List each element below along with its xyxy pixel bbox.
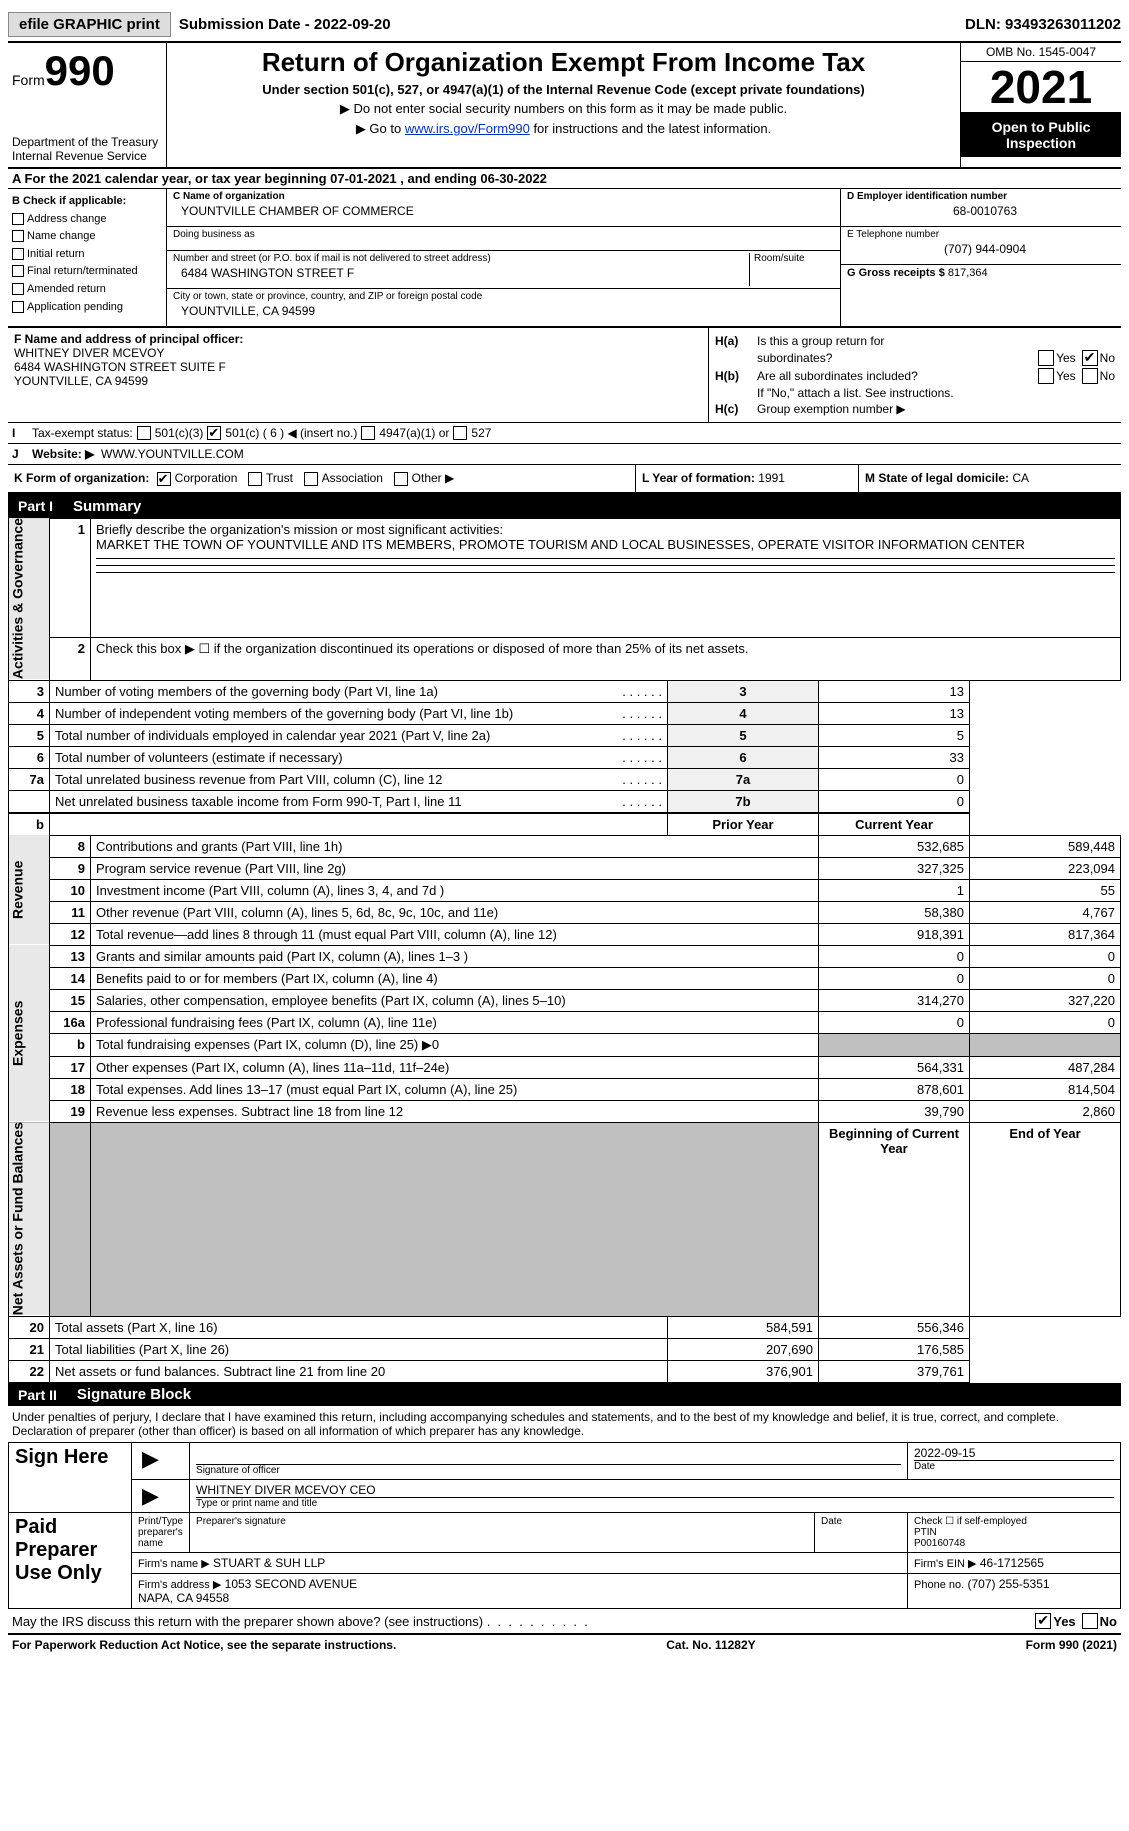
501c3-checkbox[interactable]: [137, 426, 151, 440]
form-title: Return of Organization Exempt From Incom…: [171, 47, 956, 78]
row-j: J Website: ▶ WWW.YOUNTVILLE.COM: [8, 444, 1121, 465]
part-1-header: Part I Summary: [8, 495, 1121, 518]
501c-checkbox[interactable]: [207, 426, 221, 440]
top-bar: efile GRAPHIC print Submission Date - 20…: [8, 8, 1121, 43]
website: WWW.YOUNTVILLE.COM: [101, 447, 244, 461]
checkbox-option[interactable]: Initial return: [12, 246, 162, 264]
form-number: Form990: [12, 47, 162, 95]
side-label-net: Net Assets or Fund Balances: [9, 1122, 50, 1316]
officer-name: WHITNEY DIVER MCEVOY: [14, 346, 702, 360]
checkbox-option[interactable]: Application pending: [12, 299, 162, 317]
tax-year: 2021: [961, 62, 1121, 113]
mission-text: MARKET THE TOWN OF YOUNTVILLE AND ITS ME…: [96, 537, 1025, 552]
gross-receipts: 817,364: [948, 267, 988, 279]
efile-print-button[interactable]: efile GRAPHIC print: [8, 12, 171, 37]
form-subtitle: Under section 501(c), 527, or 4947(a)(1)…: [171, 82, 956, 97]
irs-link[interactable]: www.irs.gov/Form990: [405, 121, 530, 136]
checkbox-option[interactable]: Amended return: [12, 281, 162, 299]
signature-table: Sign Here ▶ Signature of officer 2022-09…: [8, 1442, 1121, 1609]
signature-disclaimer: Under penalties of perjury, I declare th…: [8, 1406, 1121, 1442]
submission-date: Submission Date - 2022-09-20: [179, 16, 391, 33]
form-note-2: ▶ Go to www.irs.gov/Form990 for instruct…: [171, 121, 956, 137]
department-label: Department of the Treasury Internal Reve…: [12, 135, 162, 163]
arrow-icon: ▶: [138, 1446, 163, 1471]
form-org-checkbox[interactable]: [394, 472, 408, 486]
paid-preparer-label: Paid Preparer Use Only: [9, 1513, 132, 1609]
form-org-checkbox[interactable]: [304, 472, 318, 486]
side-label-rev: Revenue: [9, 835, 50, 945]
org-name: YOUNTVILLE CHAMBER OF COMMERCE: [173, 202, 834, 224]
part-2-header: Part II Signature Block: [8, 1383, 1121, 1406]
firm-name: STUART & SUH LLP: [213, 1556, 325, 1570]
street-address: 6484 WASHINGTON STREET F: [173, 264, 745, 286]
form-header: Form990 Department of the Treasury Inter…: [8, 43, 1121, 169]
discuss-row: May the IRS discuss this return with the…: [8, 1609, 1121, 1633]
section-d: D Employer identification number 68-0010…: [840, 189, 1121, 326]
inspection-badge: Open to Public Inspection: [961, 113, 1121, 157]
page-footer: For Paperwork Reduction Act Notice, see …: [8, 1633, 1121, 1655]
firm-ein: 46-1712565: [980, 1556, 1044, 1570]
checkbox-option[interactable]: Address change: [12, 211, 162, 229]
firm-phone: (707) 255-5351: [968, 1577, 1050, 1591]
arrow-icon: ▶: [138, 1483, 163, 1508]
discuss-yes-checkbox[interactable]: [1035, 1613, 1051, 1629]
section-c: C Name of organization YOUNTVILLE CHAMBE…: [167, 189, 840, 326]
form-org-checkbox[interactable]: [157, 472, 171, 486]
row-i: I Tax-exempt status: 501(c)(3) 501(c) ( …: [8, 423, 1121, 444]
dln-number: DLN: 93493263011202: [965, 16, 1121, 33]
ha-no-checkbox[interactable]: [1082, 350, 1098, 366]
discuss-no-checkbox[interactable]: [1082, 1613, 1098, 1629]
form-note-1: ▶ Do not enter social security numbers o…: [171, 101, 956, 117]
ha-yes-checkbox[interactable]: [1038, 350, 1054, 366]
ptin: P00160748: [914, 1538, 965, 1549]
officer-row: F Name and address of principal officer:…: [8, 328, 1121, 423]
hb-yes-checkbox[interactable]: [1038, 368, 1054, 384]
section-b: B Check if applicable: Address changeNam…: [8, 189, 167, 326]
info-grid: B Check if applicable: Address changeNam…: [8, 189, 1121, 328]
side-label-exp: Expenses: [9, 945, 50, 1122]
summary-table: Activities & Governance 1 Briefly descri…: [8, 518, 1121, 1383]
checkbox-option[interactable]: Name change: [12, 228, 162, 246]
hb-no-checkbox[interactable]: [1082, 368, 1098, 384]
side-label-gov: Activities & Governance: [9, 518, 50, 680]
4947-checkbox[interactable]: [361, 426, 375, 440]
tax-period: A For the 2021 calendar year, or tax yea…: [8, 169, 1121, 189]
city-state-zip: YOUNTVILLE, CA 94599: [173, 302, 834, 324]
telephone: (707) 944-0904: [847, 240, 1115, 262]
row-klm: K Form of organization: Corporation Trus…: [8, 465, 1121, 495]
signature-date: 2022-09-15: [914, 1446, 1114, 1460]
form-org-checkbox[interactable]: [248, 472, 262, 486]
dba: [173, 240, 834, 248]
527-checkbox[interactable]: [453, 426, 467, 440]
ein: 68-0010763: [847, 202, 1115, 224]
officer-printed-name: WHITNEY DIVER MCEVOY CEO: [196, 1483, 1114, 1497]
omb-number: OMB No. 1545-0047: [961, 43, 1121, 62]
sign-here-label: Sign Here: [9, 1443, 132, 1513]
checkbox-option[interactable]: Final return/terminated: [12, 263, 162, 281]
